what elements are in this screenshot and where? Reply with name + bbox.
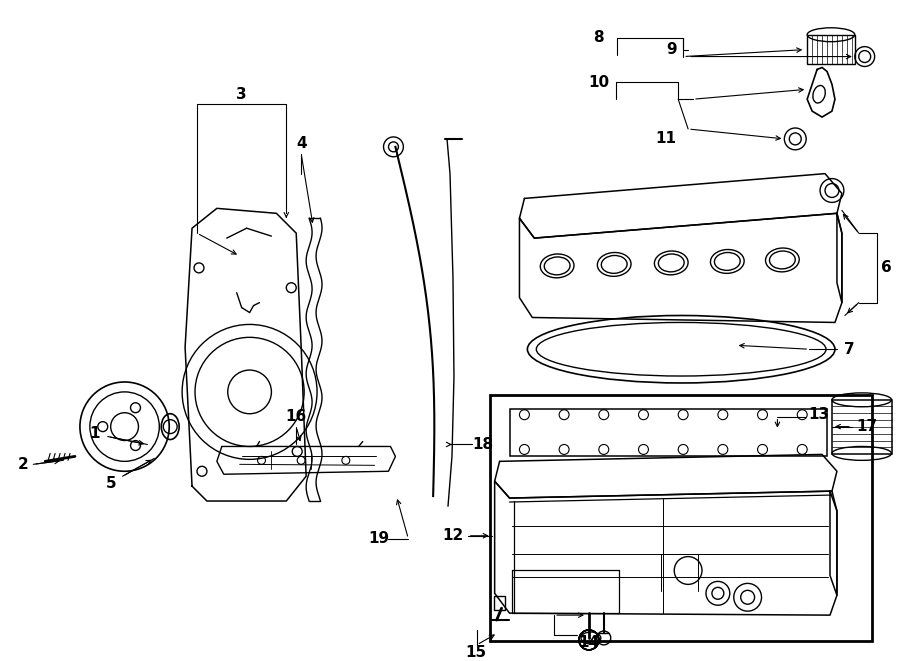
- Text: 19: 19: [368, 531, 389, 546]
- Text: 4: 4: [296, 136, 307, 151]
- Text: 6: 6: [881, 260, 892, 276]
- Text: 18: 18: [472, 437, 493, 452]
- Text: 8: 8: [593, 30, 604, 45]
- Bar: [494, 596, 505, 610]
- Bar: [509, 408, 827, 456]
- Text: 5: 5: [105, 476, 116, 490]
- Bar: [832, 400, 892, 454]
- Text: 14: 14: [579, 635, 599, 650]
- Text: 10: 10: [589, 75, 609, 90]
- Text: 7: 7: [843, 342, 854, 357]
- Text: 12: 12: [443, 528, 464, 543]
- Text: 15: 15: [465, 645, 486, 660]
- Text: 1: 1: [90, 426, 100, 441]
- Text: 2: 2: [18, 457, 29, 472]
- Text: 3: 3: [237, 87, 247, 102]
- Text: 11: 11: [656, 132, 677, 146]
- Text: 16: 16: [285, 409, 307, 424]
- Text: 13: 13: [808, 407, 830, 422]
- Bar: [490, 395, 872, 641]
- Bar: [807, 35, 855, 65]
- Text: 9: 9: [666, 42, 677, 57]
- Text: 17: 17: [856, 419, 878, 434]
